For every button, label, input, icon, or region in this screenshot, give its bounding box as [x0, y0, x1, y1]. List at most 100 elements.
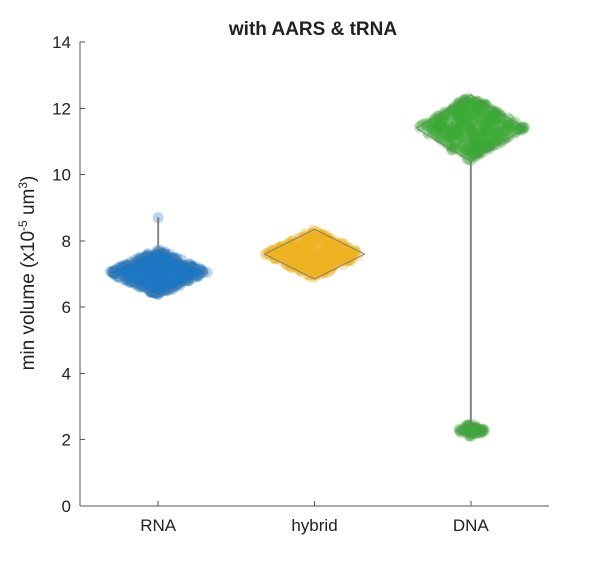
- swarm-point: [478, 100, 490, 112]
- swarm-point: [187, 264, 199, 276]
- swarm-point: [166, 269, 178, 281]
- swarm-point: [307, 252, 319, 264]
- swarm-point: [495, 125, 507, 137]
- swarm-point: [307, 238, 319, 250]
- swarm-point: [146, 252, 158, 264]
- swarm-point: [466, 117, 478, 129]
- swarm-point: [140, 264, 152, 276]
- swarm-point: [138, 258, 150, 270]
- swarm-point: [469, 424, 481, 436]
- swarm-point: [275, 252, 287, 264]
- swarm-point: [144, 252, 156, 264]
- swarm-point: [161, 257, 173, 269]
- swarm-point: [439, 122, 451, 134]
- swarm-point: [142, 260, 154, 272]
- swarm-point: [312, 260, 324, 272]
- swarm-point: [150, 263, 162, 275]
- swarm-point: [331, 252, 343, 264]
- swarm-point: [465, 145, 477, 157]
- swarm-point: [460, 117, 472, 129]
- swarm-point: [305, 238, 317, 250]
- swarm-point: [275, 243, 287, 255]
- swarm-point: [159, 263, 171, 275]
- swarm-point: [153, 280, 165, 292]
- swarm-point: [289, 249, 301, 261]
- swarm-point: [455, 122, 467, 134]
- swarm-point: [172, 273, 184, 285]
- swarm-point: [477, 116, 489, 128]
- swarm-point: [141, 257, 153, 269]
- swarm-point: [462, 96, 474, 108]
- swarm-point: [443, 138, 455, 150]
- swarm-point: [164, 260, 176, 272]
- swarm-point: [180, 264, 192, 276]
- swarm-point: [315, 251, 327, 263]
- swarm-point: [153, 268, 165, 280]
- swarm-point: [317, 249, 329, 261]
- swarm-point: [458, 112, 470, 124]
- swarm-point: [292, 242, 304, 254]
- swarm-point: [344, 249, 356, 261]
- swarm-point: [131, 261, 143, 273]
- swarm-point: [146, 285, 158, 297]
- swarm-point: [176, 262, 188, 274]
- swarm-point: [177, 261, 189, 273]
- swarm-point: [178, 264, 190, 276]
- swarm-point: [467, 142, 479, 154]
- swarm-point: [162, 275, 174, 287]
- swarm-point: [137, 273, 149, 285]
- swarm-point: [504, 129, 516, 141]
- swarm-point: [272, 249, 284, 261]
- swarm-point: [319, 260, 331, 272]
- swarm-point: [155, 262, 167, 274]
- swarm-point: [459, 127, 471, 139]
- swarm-point: [469, 102, 481, 114]
- swarm-point: [315, 258, 327, 270]
- swarm-point: [471, 103, 483, 115]
- swarm-point: [303, 263, 315, 275]
- swarm-point: [461, 109, 473, 121]
- swarm-point: [498, 124, 510, 136]
- swarm-point: [516, 121, 528, 133]
- swarm-point: [153, 253, 165, 265]
- swarm-point: [490, 107, 502, 119]
- swarm-point: [476, 99, 488, 111]
- swarm-point: [184, 266, 196, 278]
- swarm-point: [172, 260, 184, 272]
- swarm-point: [306, 253, 318, 265]
- y-ticks: 0 2 4 6 8 10 12 14: [52, 33, 85, 516]
- swarm-point: [327, 260, 339, 272]
- swarm-point: [494, 135, 506, 147]
- swarm-point: [138, 264, 150, 276]
- swarm-point: [165, 268, 177, 280]
- swarm-point: [480, 111, 492, 123]
- swarm-point: [490, 107, 502, 119]
- swarm-point: [130, 266, 142, 278]
- swarm-point: [301, 246, 313, 258]
- swarm-point: [479, 119, 491, 131]
- swarm-point: [126, 267, 138, 279]
- swarm-point: [151, 257, 163, 269]
- swarm-point: [327, 242, 339, 254]
- swarm-point: [340, 252, 352, 264]
- swarm-point: [326, 235, 338, 247]
- swarm-point: [467, 115, 479, 127]
- swarm-point: [307, 234, 319, 246]
- swarm-point: [466, 109, 478, 121]
- swarm-point: [135, 274, 147, 286]
- swarm-point: [143, 270, 155, 282]
- swarm-point: [450, 134, 462, 146]
- swarm-point: [266, 245, 278, 257]
- swarm-point: [151, 253, 163, 265]
- swarm-point: [146, 268, 158, 280]
- swarm-point: [469, 148, 481, 160]
- swarm-point: [313, 254, 325, 266]
- swarm-point: [318, 256, 330, 268]
- swarm-point: [319, 252, 331, 264]
- swarm-point: [323, 234, 335, 246]
- swarm-point: [475, 129, 487, 141]
- swarm-point: [143, 258, 155, 270]
- swarm-point: [158, 248, 170, 260]
- swarm-point: [313, 241, 325, 253]
- swarm-point: [331, 245, 343, 257]
